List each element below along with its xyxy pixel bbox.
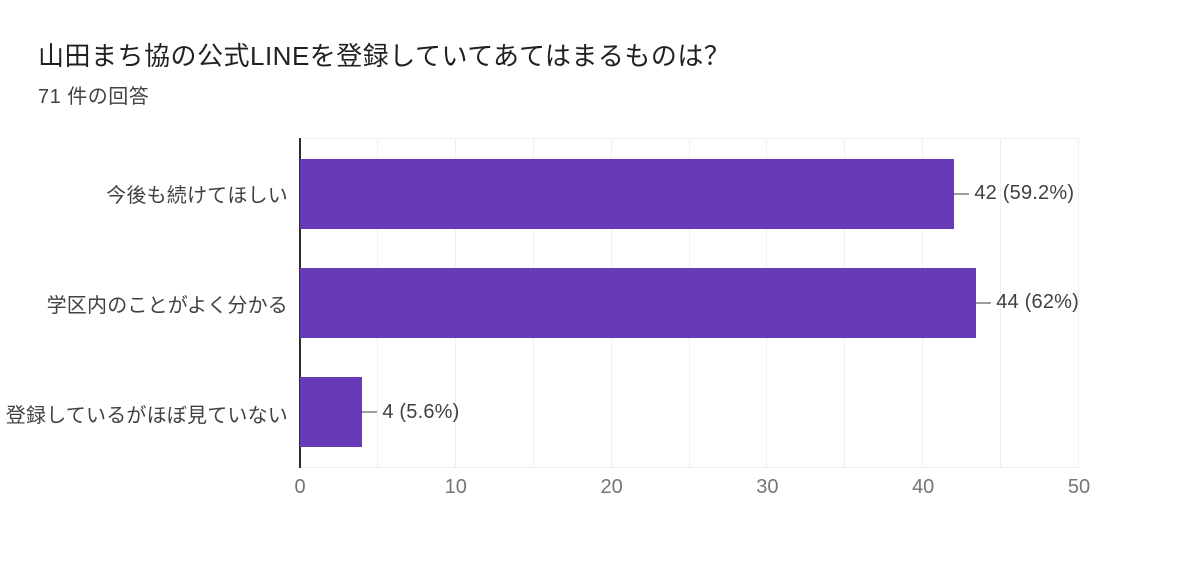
category-label: 登録しているがほぼ見ていない	[5, 404, 288, 427]
value-connector-line	[954, 192, 970, 195]
gridline	[1000, 139, 1002, 467]
bar-segment	[300, 377, 363, 448]
x-tick-label: 20	[600, 476, 623, 498]
value-label: 42 (59.2%)	[974, 182, 1075, 205]
category-axis-labels: 今後も続けてほしい学区内のことがよく分かる登録しているがほぼ見ていない	[0, 138, 288, 468]
plot-area: 42 (59.2%) 44 (62%) 4 (5.6%)	[299, 138, 1079, 468]
bar-row: 42 (59.2%)	[300, 139, 1079, 248]
x-tick-label: 0	[294, 476, 306, 498]
bar-rows: 42 (59.2%) 44 (62%) 4 (5.6%)	[300, 139, 1079, 467]
category-label: 学区内のことがよく分かる	[46, 294, 288, 317]
value-connector-line	[976, 301, 992, 304]
x-axis-ticks: 0 10 20 30 40 50	[294, 476, 1090, 504]
bar-segment	[300, 158, 955, 229]
value-connector-line	[362, 411, 378, 414]
question-title: 山田まち協の公式LINEを登録していてあてはまるものは？	[38, 41, 731, 71]
bar-segment	[300, 267, 977, 338]
value-label: 44 (62%)	[996, 291, 1079, 314]
value-label: 4 (5.6%)	[382, 400, 460, 423]
x-tick-label: 50	[1067, 476, 1091, 498]
bar-row: 4 (5.6%)	[300, 358, 1079, 467]
gridline	[1078, 139, 1079, 467]
x-tick-label: 30	[756, 476, 779, 498]
bar-row: 44 (62%)	[300, 248, 1079, 357]
response-count: 71 件の回答	[38, 86, 150, 108]
x-tick-label: 10	[444, 476, 467, 498]
category-label: 今後も続けてほしい	[106, 184, 288, 207]
x-tick-label: 40	[912, 476, 935, 498]
